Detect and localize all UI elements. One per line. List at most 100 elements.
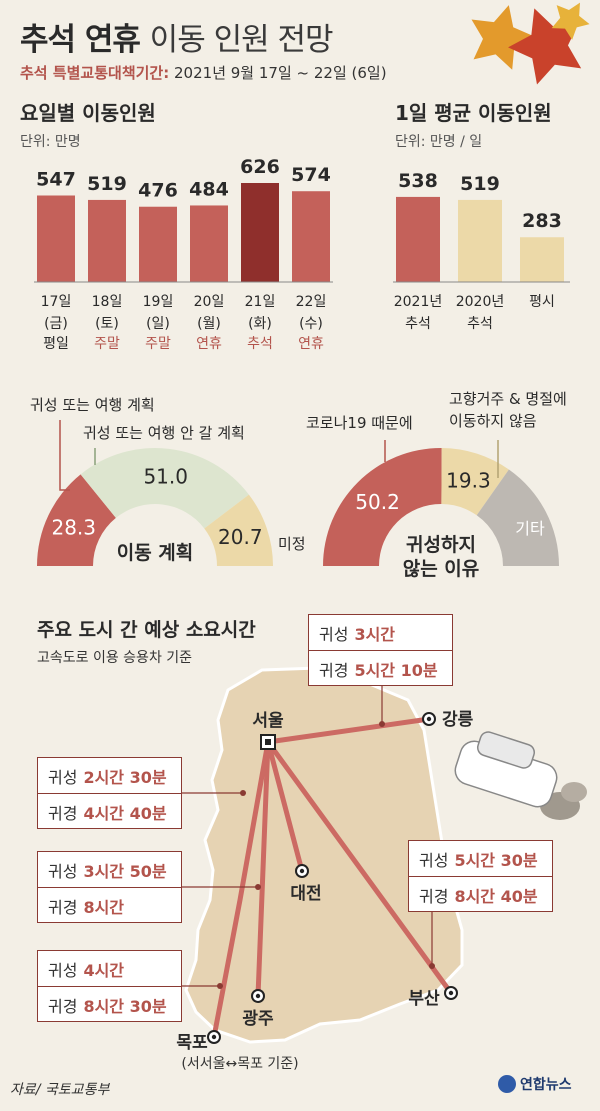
x-tick-label: 추석 <box>405 316 431 332</box>
city-marker-icon <box>426 716 432 722</box>
x-tick-label: (토) <box>95 316 119 332</box>
donut-center-title: 않는 이유 <box>403 558 480 580</box>
city-label-gwangju: 광주 <box>242 1009 274 1029</box>
city-marker-icon <box>211 1034 217 1040</box>
x-tick-label: 추석 <box>467 316 493 332</box>
out-label: 귀성 <box>319 624 349 644</box>
seoul-marker-icon <box>265 739 271 745</box>
route-line-mokpo <box>211 739 271 1040</box>
slice-value-label: 51.0 <box>143 465 188 489</box>
route-box-mokpo: 귀성 4시간 귀경 8시간 30분 <box>37 950 182 1022</box>
slice-name-label: 코로나19 때문에 <box>306 414 413 432</box>
out-label: 귀성 <box>419 850 449 870</box>
period-value: 2021년 9월 17일 ~ 22일 (6일) <box>174 64 387 82</box>
reason-slice <box>323 447 442 566</box>
route-box-gangneung: 귀성 3시간 귀경 5시간 10분 <box>308 614 453 686</box>
maple-leaf-icon <box>471 5 534 70</box>
x-tick-label: (일) <box>146 316 170 332</box>
x-tick-label: 2020년 <box>456 294 505 310</box>
slice-name-label: 귀성 또는 여행 안 갈 계획 <box>83 424 245 442</box>
city-marker-icon <box>448 990 454 996</box>
x-tick-label: 18일 <box>92 294 123 310</box>
city-label-gangneung: 강릉 <box>442 710 474 730</box>
bar <box>37 195 75 282</box>
route-line-gangneung <box>265 716 432 745</box>
slice-name-label: 미정 <box>278 535 306 553</box>
bar <box>458 199 502 282</box>
city-label-busan: 부산 <box>408 989 440 1009</box>
bar-value-label: 283 <box>522 210 562 232</box>
mokpo-note: (서서울↔목포 기준) <box>181 1056 298 1072</box>
day-type-label: 연휴 <box>196 336 222 352</box>
donut-center-title: 이동 계획 <box>117 542 194 564</box>
connector-dot <box>429 963 435 969</box>
back-time: 5시간 10분 <box>354 660 438 680</box>
slice-value-label: 50.2 <box>355 490 400 514</box>
unit-label: 단위: 만명 / 일 <box>395 134 482 150</box>
bar <box>139 206 177 282</box>
city-marker-icon <box>255 993 261 999</box>
slice-name-label: 이동하지 않음 <box>449 412 537 430</box>
leader-line <box>59 420 70 491</box>
bar-value-label: 574 <box>291 164 331 186</box>
chart-title: 1일 평균 이동인원 <box>395 101 552 125</box>
out-time: 4시간 <box>83 960 125 980</box>
out-label: 귀성 <box>48 767 78 787</box>
bar-value-label: 547 <box>36 168 76 190</box>
bar <box>241 183 279 282</box>
bar-value-label: 476 <box>138 180 178 202</box>
x-tick-label: 21일 <box>245 294 276 310</box>
x-tick-label: (화) <box>248 316 272 332</box>
x-tick-label: 2021년 <box>394 294 443 310</box>
connector-dot <box>217 983 223 989</box>
out-time: 2시간 30분 <box>83 767 167 787</box>
page-title: 추석 연휴 이동 인원 전망 <box>20 14 333 59</box>
bar <box>520 237 564 282</box>
city-label-daejeon: 대전 <box>290 884 321 904</box>
slice-name-label: 귀성 또는 여행 계획 <box>30 396 155 414</box>
car-window-icon <box>476 731 536 769</box>
day-type-label: 평일 <box>43 336 69 352</box>
route-box-busan: 귀성 5시간 30분 귀경 8시간 40분 <box>408 840 553 912</box>
source-credit: 자료/ 국토교통부 <box>10 1082 110 1098</box>
period-line: 추석 특별교통대책기간: 2021년 9월 17일 ~ 22일 (6일) <box>20 62 387 83</box>
slice-value-label: 19.3 <box>446 468 491 492</box>
period-label: 추석 특별교통대책기간: <box>20 64 170 82</box>
bar <box>88 199 126 282</box>
smoke-icon <box>561 782 587 802</box>
x-tick-label: 17일 <box>41 294 72 310</box>
back-time: 8시간 <box>83 897 125 917</box>
bar-value-label: 626 <box>240 156 280 178</box>
route-line-daejeon <box>265 739 305 874</box>
out-time: 3시간 50분 <box>83 861 167 881</box>
route-line-busan <box>265 739 454 996</box>
bar <box>190 205 228 282</box>
back-label: 귀경 <box>48 996 78 1016</box>
day-type-label: 추석 <box>247 336 273 352</box>
korea-map <box>184 666 464 1044</box>
maple-leaf-icon <box>508 8 582 85</box>
plan-slice <box>37 474 116 566</box>
title-bold: 추석 연휴 <box>20 22 141 58</box>
logo-text: 연합뉴스 <box>520 1077 572 1093</box>
x-tick-label: 19일 <box>143 294 174 310</box>
bar-value-label: 484 <box>189 178 229 200</box>
bar-value-label: 519 <box>87 173 127 195</box>
map-title: 주요 도시 간 예상 소요시간 <box>37 619 256 641</box>
city-label-mokpo: 목포 <box>176 1033 208 1053</box>
out-time: 5시간 30분 <box>454 850 538 870</box>
out-time: 3시간 <box>354 624 396 644</box>
back-time: 8시간 40분 <box>454 886 538 906</box>
connector-dot <box>255 884 261 890</box>
x-tick-label: (수) <box>299 316 323 332</box>
slice-name-label: 고향거주 & 명절에 <box>449 390 567 408</box>
title-light: 이동 인원 전망 <box>149 22 334 58</box>
back-label: 귀경 <box>48 897 78 917</box>
news-logo: 연합뉴스 <box>498 1074 572 1094</box>
maple-leaf-icon <box>551 2 590 40</box>
back-time: 4시간 40분 <box>83 803 167 823</box>
day-type-label: 주말 <box>94 336 120 352</box>
plan-slice <box>204 494 273 566</box>
x-tick-label: (금) <box>44 316 68 332</box>
day-type-label: 연휴 <box>298 336 324 352</box>
